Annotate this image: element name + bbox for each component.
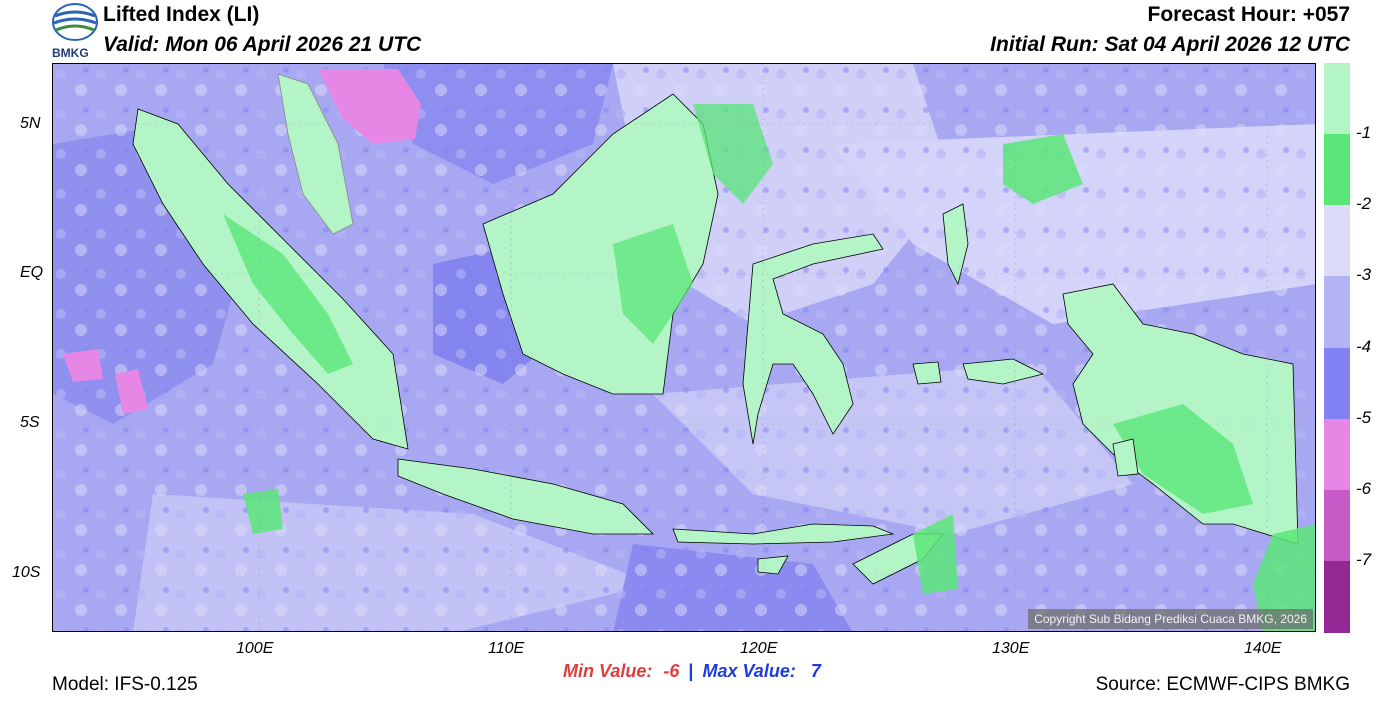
min-max-values: Min Value: -6 | Max Value: 7 xyxy=(563,661,821,682)
li-patch-strong xyxy=(63,349,103,382)
legend-swatch xyxy=(1324,63,1350,135)
legend-colorbar xyxy=(1324,63,1350,633)
lon-tick-110e: 110E xyxy=(488,640,525,657)
max-value: 7 xyxy=(810,661,821,681)
forecast-hour: Forecast Hour: +057 xyxy=(1147,3,1351,26)
land-sulawesi xyxy=(742,233,884,445)
land-buru xyxy=(912,361,942,385)
legend-swatch xyxy=(1324,418,1350,491)
bmkg-logo-text: BMKG xyxy=(52,46,89,60)
land-malay-peninsula xyxy=(277,73,354,235)
li-patch-green xyxy=(1253,524,1315,631)
legend-label: -2 xyxy=(1356,194,1372,214)
copyright-notice: Copyright Sub Bidang Prediksi Cuaca BMKG… xyxy=(1028,609,1313,629)
source-label: Source: ECMWF-CIPS BMKG xyxy=(1095,674,1350,695)
land-borneo-green xyxy=(693,104,773,204)
legend-swatch xyxy=(1324,347,1350,420)
legend-swatch xyxy=(1324,560,1350,633)
lat-tick-10s: 10S xyxy=(12,564,41,581)
land-aru xyxy=(1112,438,1139,477)
min-value-label: Min Value: xyxy=(563,661,653,681)
legend-swatch xyxy=(1324,205,1350,277)
land-borneo-green xyxy=(613,224,693,344)
lat-tick-eq: EQ xyxy=(20,264,44,281)
li-patch-green xyxy=(1003,134,1083,204)
lon-tick-100e: 100E xyxy=(236,640,274,657)
map-title: Lifted Index (LI) xyxy=(103,3,260,26)
lon-tick-120e: 120E xyxy=(740,640,778,657)
legend-label: -4 xyxy=(1356,336,1372,356)
map-canvas xyxy=(53,64,1315,631)
min-value: -6 xyxy=(663,661,680,681)
legend-label: -1 xyxy=(1356,123,1372,143)
model-label: Model: IFS-0.125 xyxy=(52,674,198,695)
lat-tick-5s: 5S xyxy=(20,414,40,431)
land-java xyxy=(397,458,654,535)
legend-label: -7 xyxy=(1356,549,1372,569)
legend-label: -6 xyxy=(1356,478,1372,498)
land-lesser-sunda xyxy=(672,523,895,545)
legend-swatch xyxy=(1324,134,1350,206)
legend-label: -5 xyxy=(1356,407,1372,427)
land-seram xyxy=(962,358,1045,385)
lat-tick-5n: 5N xyxy=(20,115,41,132)
max-value-label: Max Value: xyxy=(702,661,796,681)
land-sumba xyxy=(757,555,789,575)
lon-tick-130e: 130E xyxy=(992,640,1030,657)
lon-tick-140e: 140E xyxy=(1244,640,1282,657)
map-gridlines xyxy=(53,64,1315,631)
land-halmahera xyxy=(942,203,969,286)
legend-label: -3 xyxy=(1356,265,1372,285)
land-papua-green xyxy=(1113,404,1253,514)
min-max-separator: | xyxy=(688,661,694,681)
li-patch-strong xyxy=(115,369,148,414)
li-patch-green xyxy=(243,489,283,534)
legend-swatch xyxy=(1324,276,1350,348)
land-sumatra-green xyxy=(223,214,353,374)
lifted-index-map: Copyright Sub Bidang Prediksi Cuaca BMKG… xyxy=(52,63,1316,632)
bmkg-logo-icon xyxy=(52,3,98,41)
valid-time: Valid: Mon 06 April 2026 21 UTC xyxy=(103,33,422,56)
bmkg-logo: BMKG xyxy=(50,2,100,62)
legend-swatch xyxy=(1324,489,1350,562)
li-patch-strong xyxy=(318,69,421,144)
initial-run: Initial Run: Sat 04 April 2026 12 UTC xyxy=(990,33,1350,56)
